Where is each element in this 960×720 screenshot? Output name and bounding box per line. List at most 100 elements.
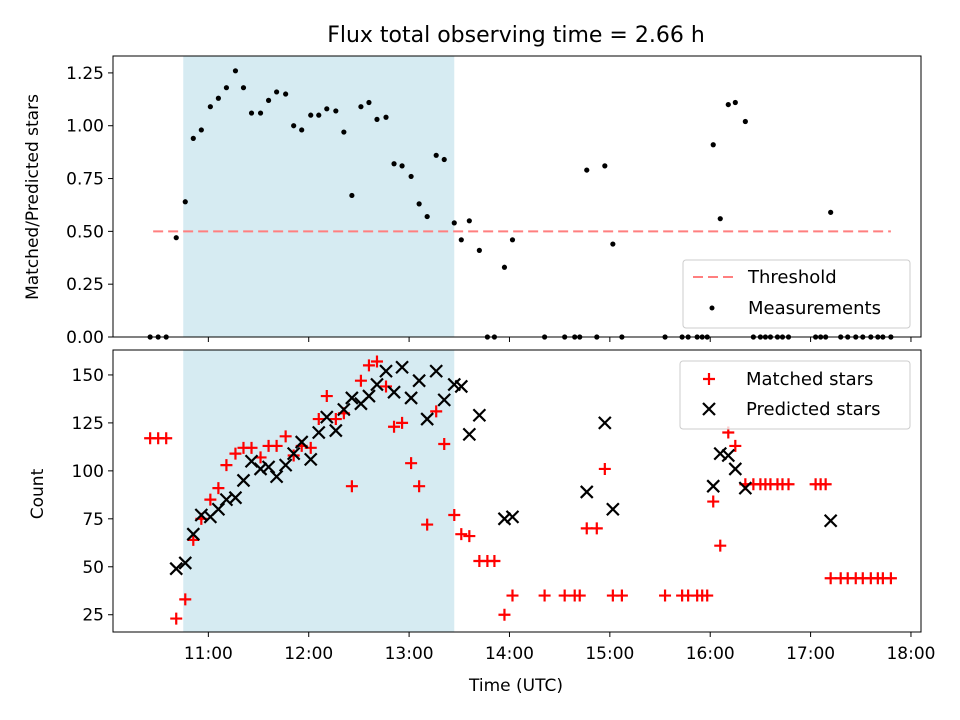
measurement-point bbox=[223, 85, 230, 91]
predicted-star-marker bbox=[261, 460, 276, 474]
matched-star-marker bbox=[187, 533, 200, 546]
matched-star-marker bbox=[405, 457, 418, 470]
measurement-point bbox=[248, 110, 255, 116]
bottom-plot-frame bbox=[112, 349, 922, 633]
predicted-star-marker bbox=[211, 502, 226, 517]
measurement-point bbox=[828, 209, 834, 215]
predicted-star-marker bbox=[462, 427, 477, 442]
matched-star-marker bbox=[498, 608, 511, 621]
predicted-star-marker bbox=[178, 556, 193, 570]
top-y-tick-label: 1.00 bbox=[66, 117, 104, 137]
matched-star-marker bbox=[312, 413, 325, 426]
measurement-point bbox=[383, 114, 389, 120]
bottom-x-tick-label: 15:00 bbox=[585, 644, 634, 664]
top-axis-ticks: 0.00 0.25 0.50 0.75 1.00 1.25 bbox=[66, 64, 912, 348]
measurement-point bbox=[308, 112, 314, 118]
measurement-point bbox=[240, 85, 247, 91]
measurement-point bbox=[509, 237, 516, 243]
matched-star-marker bbox=[538, 589, 551, 602]
legend-matched-swatch bbox=[703, 373, 715, 385]
matched-star-marker bbox=[506, 589, 519, 602]
measurement-point bbox=[349, 192, 355, 199]
measurement-point bbox=[341, 129, 347, 135]
bottom-axis-ticks: 25 50 75 100 125 150 11:00 12:00 13:00 14:00 15:00… bbox=[72, 366, 936, 664]
matched-star-marker bbox=[413, 480, 426, 493]
measurement-point bbox=[265, 97, 272, 103]
top-y-tick-label: 0.00 bbox=[66, 328, 104, 348]
top-plot-frame bbox=[112, 55, 922, 338]
predicted-star-marker bbox=[395, 360, 409, 375]
matched-star-marker bbox=[179, 593, 192, 606]
matched-star-marker bbox=[824, 572, 837, 585]
bottom-y-tick-label: 75 bbox=[82, 510, 104, 530]
matched-star-marker bbox=[279, 430, 292, 443]
predicted-star-marker bbox=[606, 502, 620, 517]
bottom-x-tick-label: 17:00 bbox=[786, 644, 835, 664]
bottom-x-tick-label: 12:00 bbox=[284, 644, 333, 664]
bottom-y-axis-label: Count bbox=[28, 468, 48, 519]
bottom-x-tick-label: 16:00 bbox=[686, 644, 735, 664]
top-y-tick-label: 0.25 bbox=[66, 275, 104, 295]
measurement-point bbox=[416, 201, 422, 207]
predicted-star-marker bbox=[169, 561, 184, 576]
measurement-point bbox=[299, 127, 305, 133]
top-y-tick-label: 1.25 bbox=[66, 64, 104, 84]
predicted-star-marker bbox=[404, 391, 418, 405]
matched-star-marker bbox=[329, 413, 342, 426]
bottom-shaded-span bbox=[183, 350, 455, 632]
matched-star-marker bbox=[488, 555, 501, 568]
measurement-point bbox=[732, 99, 738, 106]
predicted-star-marker bbox=[236, 473, 251, 488]
matched-star-marker bbox=[229, 447, 242, 460]
predicted-star-marker bbox=[253, 462, 268, 476]
matched-star-marker bbox=[714, 539, 727, 552]
predicted-star-marker bbox=[329, 423, 343, 438]
measurement-point bbox=[366, 99, 372, 106]
measurement-point bbox=[291, 123, 297, 129]
predicted-star-marker bbox=[823, 513, 838, 528]
measurement-point bbox=[710, 142, 716, 148]
measurement-point bbox=[232, 68, 239, 74]
matched-star-marker bbox=[455, 528, 468, 541]
top-legend: Threshold Measurements bbox=[682, 259, 911, 329]
predicted-star-marker bbox=[579, 485, 594, 499]
matched-star-marker bbox=[287, 449, 300, 462]
matched-star-marker bbox=[220, 459, 233, 472]
predicted-star-marker bbox=[345, 391, 359, 405]
matched-star-marker bbox=[380, 380, 393, 393]
top-y-axis-label: Matched/Predicted stars bbox=[23, 94, 43, 300]
matched-star-marker bbox=[598, 462, 611, 475]
matched-star-marker bbox=[558, 589, 571, 602]
measurement-point bbox=[391, 161, 397, 167]
matched-star-marker bbox=[884, 572, 897, 585]
bottom-legend-box bbox=[679, 360, 911, 430]
measurement-point bbox=[198, 127, 204, 133]
matched-star-marker bbox=[438, 438, 451, 450]
predicted-star-marker bbox=[420, 412, 434, 426]
matched-star-marker bbox=[421, 518, 434, 531]
measurement-point bbox=[476, 247, 482, 253]
measurement-point bbox=[602, 163, 608, 169]
predicted-star-marker bbox=[437, 393, 452, 407]
legend-matched-label: Matched stars bbox=[746, 369, 873, 390]
predicted-star-marker bbox=[387, 385, 401, 399]
measurement-point bbox=[274, 89, 280, 95]
measurement-point bbox=[207, 104, 213, 110]
bottom-y-tick-label: 25 bbox=[82, 606, 104, 626]
matched-star-marker bbox=[396, 416, 409, 429]
measurement-point bbox=[333, 108, 339, 114]
bottom-y-tick-label: 50 bbox=[82, 558, 104, 578]
measurement-point bbox=[466, 218, 472, 224]
predicted-star-marker bbox=[228, 490, 243, 505]
matched-star-marker bbox=[270, 439, 283, 452]
measurement-point bbox=[717, 216, 723, 222]
bottom-y-tick-label: 125 bbox=[72, 414, 104, 434]
matched-star-marker bbox=[430, 405, 443, 418]
predicted-star-marker bbox=[269, 469, 284, 484]
matched-star-marker bbox=[590, 522, 603, 535]
measurement-point bbox=[399, 163, 405, 169]
matched-star-marker bbox=[362, 359, 375, 372]
predicted-star-marker bbox=[294, 435, 309, 449]
bottom-legend: Matched stars Predicted stars bbox=[679, 360, 911, 430]
predicted-star-marker bbox=[320, 410, 334, 424]
